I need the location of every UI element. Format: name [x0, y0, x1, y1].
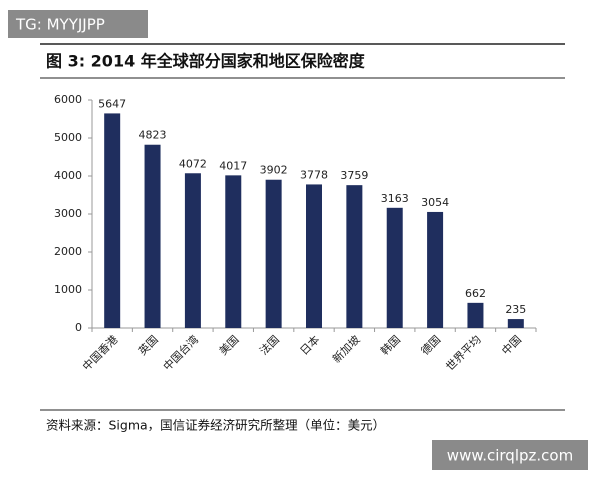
- value-label: 3902: [260, 164, 288, 177]
- watermark: www.cirqlpz.com: [447, 447, 573, 465]
- y-tick-label: 5000: [54, 131, 82, 144]
- bar: [386, 207, 403, 328]
- x-tick-label: 世界平均: [443, 333, 483, 373]
- x-tick-label: 韩国: [378, 332, 403, 357]
- value-label: 4823: [139, 129, 167, 142]
- y-tick-label: 3000: [54, 207, 82, 220]
- y-tick-label: 4000: [54, 169, 82, 182]
- bar: [184, 173, 201, 328]
- y-tick-label: 2000: [54, 245, 82, 258]
- x-tick-label: 日本: [297, 332, 322, 357]
- value-label: 3054: [421, 196, 449, 209]
- x-tick-label: 中国台湾: [160, 332, 201, 373]
- bar: [467, 302, 484, 328]
- watermark: TG: MYYJJPP: [15, 16, 105, 34]
- bar: [346, 185, 363, 328]
- y-tick-label: 0: [75, 321, 82, 334]
- bar: [225, 175, 242, 328]
- watermark-box: [432, 440, 588, 470]
- value-label: 5647: [98, 97, 126, 110]
- x-tick-label: 新加坡: [329, 332, 362, 365]
- x-tick-label: 法国: [256, 332, 281, 357]
- chart-title: 图 3: 2014 年全球部分国家和地区保险密度: [46, 52, 366, 71]
- x-tick-label: 美国: [217, 333, 242, 358]
- value-label: 4072: [179, 157, 207, 170]
- bar: [427, 211, 444, 328]
- x-tick-label: 英国: [135, 332, 160, 357]
- y-tick-label: 6000: [54, 93, 82, 106]
- x-tick-label: 中国: [499, 333, 524, 358]
- bar: [265, 179, 282, 328]
- y-tick-label: 1000: [54, 283, 82, 296]
- value-label: 662: [465, 287, 486, 300]
- value-label: 235: [505, 303, 526, 316]
- bar: [507, 319, 524, 328]
- x-tick-label: 德国: [418, 332, 443, 357]
- source-note: 资料来源：Sigma，国信证券经济研究所整理（单位：美元）: [46, 418, 385, 433]
- value-label: 3778: [300, 168, 328, 181]
- watermark-box: [8, 10, 148, 38]
- bar: [144, 144, 161, 328]
- value-label: 3759: [340, 169, 368, 182]
- bar: [104, 113, 121, 328]
- value-label: 3163: [381, 192, 409, 205]
- bar: [306, 184, 322, 328]
- value-label: 4017: [219, 159, 247, 172]
- x-tick-label: 中国香港: [80, 333, 120, 373]
